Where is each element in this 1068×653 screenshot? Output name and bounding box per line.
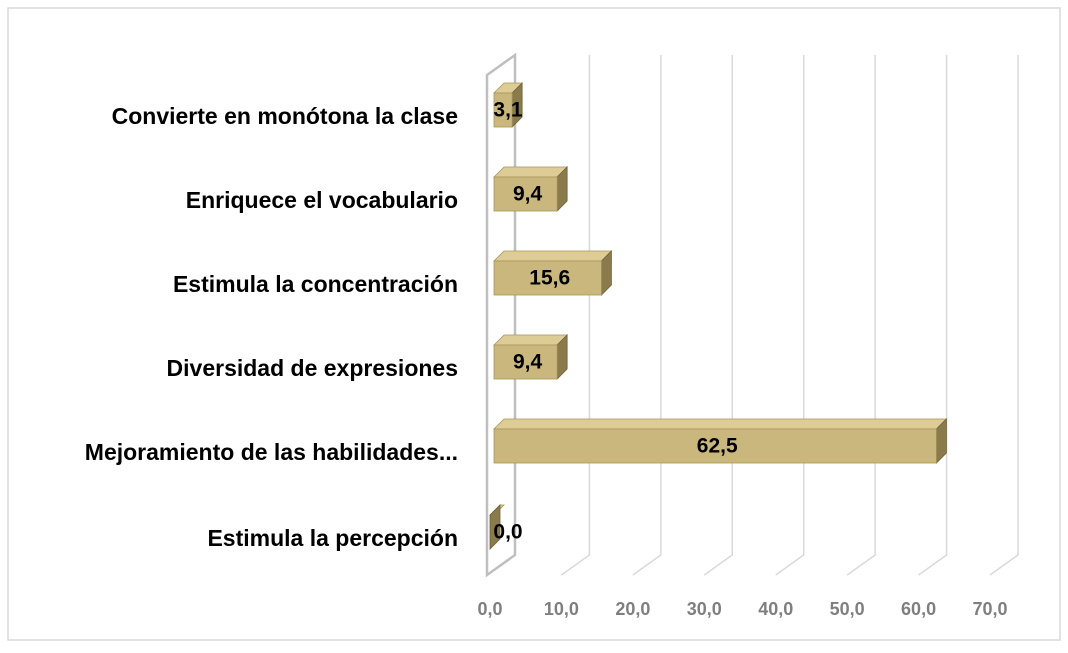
- x-tick-label: 40,0: [758, 599, 793, 619]
- category-label: Mejoramiento de las habilidades...: [85, 439, 458, 465]
- category-label: Convierte en monótona la clase: [112, 103, 458, 129]
- category-label: Estimula la concentración: [173, 271, 458, 297]
- grid-line: [918, 55, 948, 576]
- grid-line: [632, 55, 662, 576]
- value-label: 3,1: [493, 99, 523, 122]
- bar-top: [493, 418, 948, 430]
- x-tick-label: 20,0: [615, 599, 650, 619]
- bar: [493, 176, 558, 212]
- grid-line: [560, 55, 591, 576]
- x-tick-label: 30,0: [687, 599, 722, 619]
- bar: [493, 344, 558, 380]
- value-label: 62,5: [697, 435, 738, 458]
- bar-top: [493, 166, 569, 178]
- grid-line: [703, 55, 734, 576]
- category-label: Enriquece el vocabulario: [186, 187, 458, 213]
- bar-top: [493, 250, 613, 262]
- x-tick-label: 70,0: [972, 599, 1007, 619]
- category-label: Diversidad de expresiones: [167, 355, 458, 381]
- x-tick-label: 10,0: [544, 599, 579, 619]
- side-wall: [485, 52, 517, 578]
- grid-line: [989, 55, 1019, 576]
- grid-line: [846, 55, 876, 576]
- value-label: 9,4: [513, 351, 543, 374]
- grid-line: [775, 55, 805, 576]
- bar: [493, 92, 513, 128]
- bar: [493, 428, 937, 464]
- value-label: 9,4: [513, 183, 543, 206]
- value-label: 15,6: [529, 267, 570, 290]
- category-label: Estimula la percepción: [207, 525, 458, 551]
- x-tick-label: 60,0: [901, 599, 936, 619]
- value-label: 0,0: [493, 521, 522, 544]
- x-tick-label: 50,0: [830, 599, 865, 619]
- bar-top: [493, 334, 569, 346]
- x-tick-label: 0,0: [477, 599, 502, 619]
- bar: [493, 260, 602, 296]
- bar-side: [489, 504, 501, 550]
- chart-border: [7, 7, 1061, 641]
